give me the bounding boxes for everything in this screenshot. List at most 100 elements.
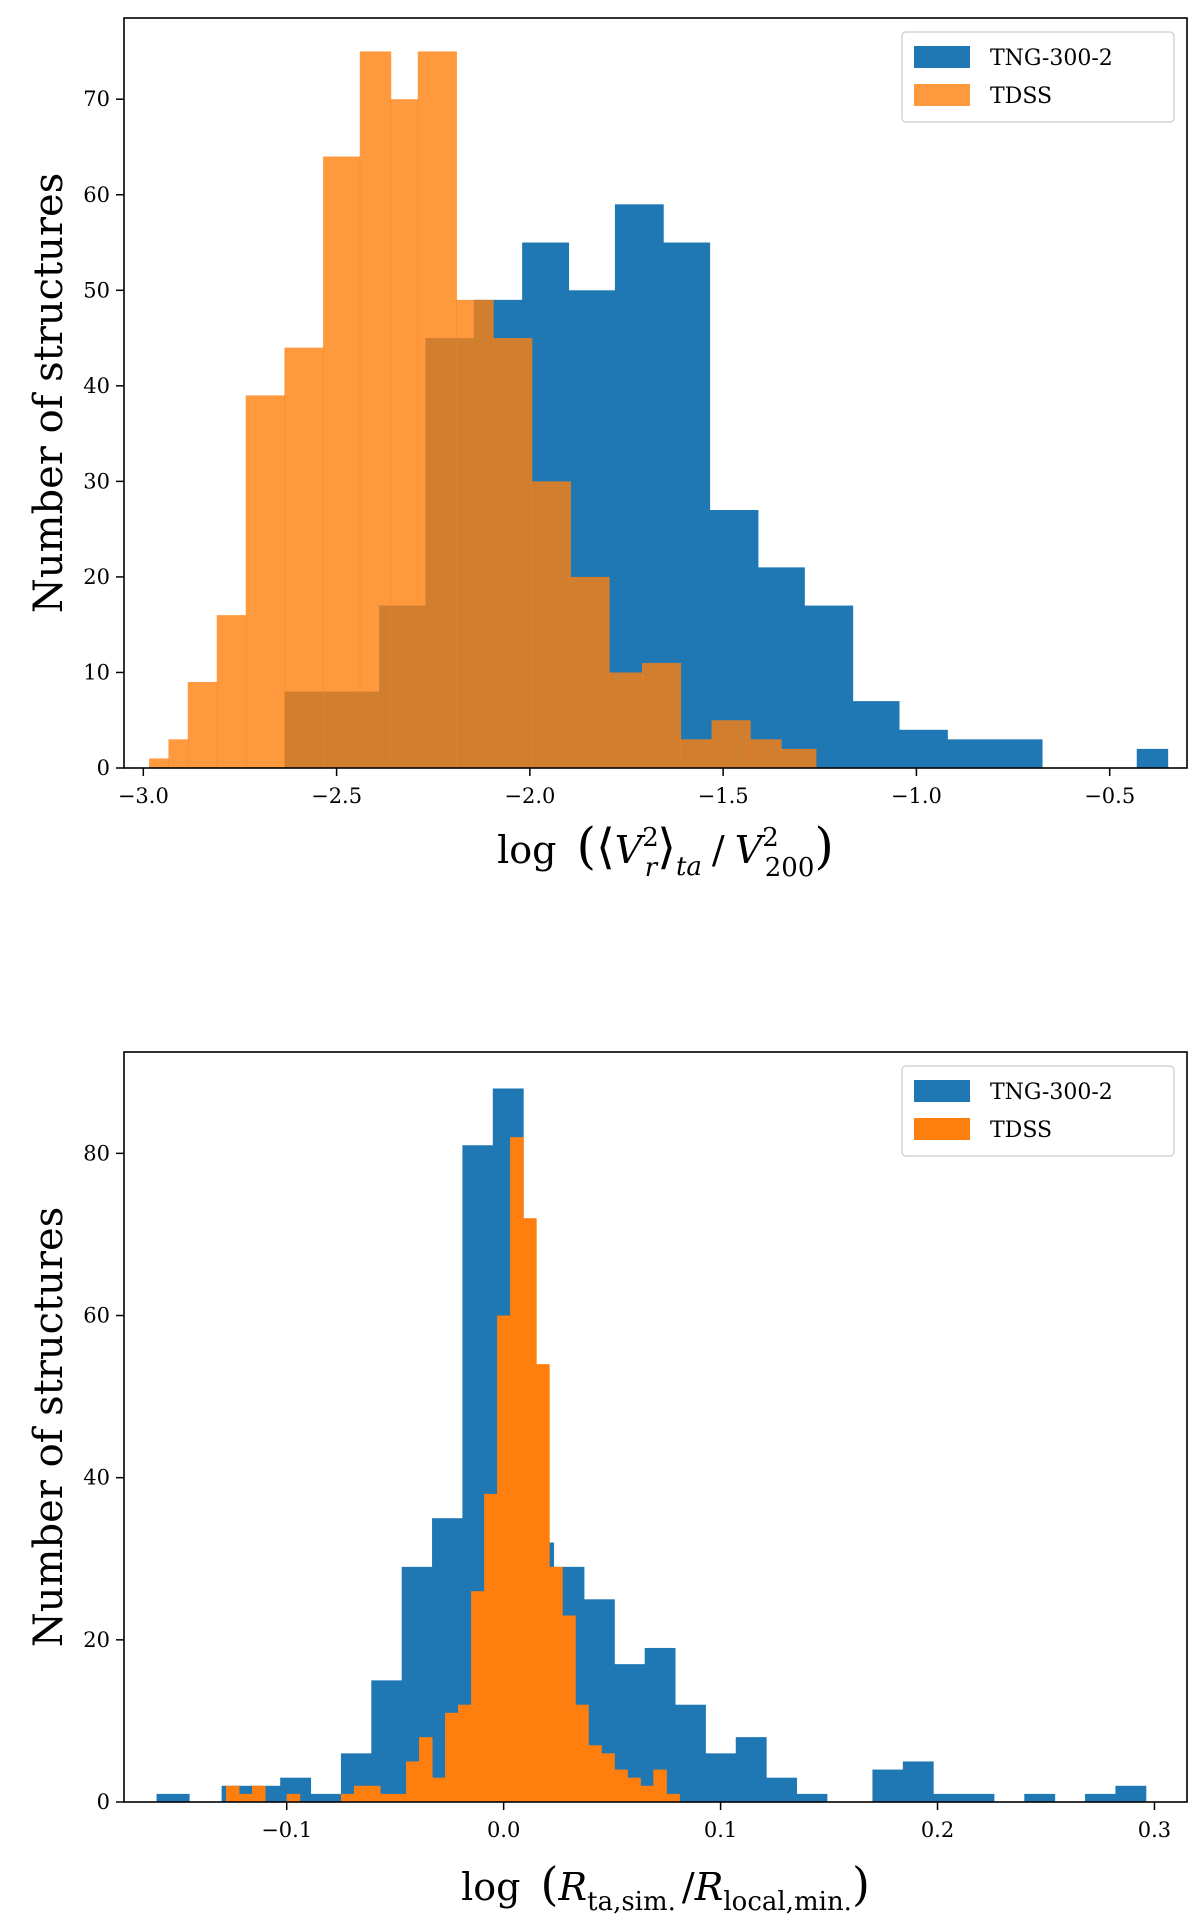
tng-bar-11 [852,701,900,768]
tng-bar-27 [1115,1785,1147,1802]
tdss-bar-4 [340,1793,355,1802]
legend-swatch-tdss [914,1118,970,1140]
histogram-panel-top: −3.0 −2.5 −2.0 −1.5 −1.0 −0.5 0 10 20 30 40 50 60 70… [26,17,1188,883]
legend-label-tng: TNG-300-2 [990,46,1113,71]
tdss-bar-1 [168,739,189,768]
y-tick-label: 20 [83,565,110,589]
tng-bar-4 [310,1793,342,1802]
tdss-bar-10 [456,299,494,768]
legend-label-tng: TNG-300-2 [990,1080,1113,1105]
tng-bars [156,1088,1147,1802]
tdss-bars [225,1137,680,1802]
tng-bar-26 [1085,1793,1116,1802]
tdss-bar-23 [588,1745,602,1802]
legend-swatch-tng [914,1080,970,1102]
tng-bar-19 [766,1777,798,1802]
tdss-bar-14 [471,1591,485,1802]
tdss-bar-13 [570,576,610,768]
tdss-bar-9 [417,51,457,768]
tdss-bar-4 [245,395,285,768]
tdss-bar-14 [609,672,643,768]
y-tick-label: 10 [83,660,110,684]
tdss-bar-10 [419,1737,433,1802]
tng-bar-20 [796,1793,828,1802]
x-tick-label: −0.1 [261,1818,312,1842]
tng-bar-22 [902,1761,934,1802]
x-tick-label: 0.3 [1138,1818,1171,1842]
tng-bar-12 [899,729,948,768]
tdss-bar-29 [666,1793,680,1802]
tdss-bar-18 [750,739,782,768]
y-tick-label: 20 [83,1628,110,1652]
x-axis-label: log (⟨V2 r⟩ta / V2 200) [497,817,834,883]
y-axis-ticks: 0 20 40 60 80 [83,1141,124,1814]
plot-frame [123,1051,1188,1803]
tdss-bar-7 [359,51,392,768]
tdss-bar-19 [536,1364,550,1802]
tdss-bar-17 [510,1137,524,1802]
tdss-bar-22 [575,1704,589,1802]
tdss-bar-8 [390,99,419,768]
y-tick-label: 80 [83,1141,110,1165]
x-tick-label: −1.0 [891,784,942,808]
tng-bar-9 [757,567,805,768]
x-tick-label: 0.0 [487,1818,520,1842]
tdss-bar-13 [458,1704,472,1802]
tdss-bar-27 [640,1785,654,1802]
tdss-bar-6 [366,1785,381,1802]
x-axis-ticks: −0.1 0.0 0.1 0.2 0.3 [261,1802,1171,1842]
tdss-bar-11 [493,338,533,768]
tdss-bar-12 [531,481,571,768]
tdss-bar-17 [711,720,751,768]
y-tick-label: 50 [83,278,110,302]
y-tick-label: 60 [83,183,110,207]
tng-bar-10 [804,605,854,768]
tdss-bar-6 [323,156,361,768]
tdss-bar-15 [641,662,682,768]
tng-bar-13 [947,739,1043,768]
legend: TNG-300-2 TDSS [901,31,1175,123]
y-tick-label: 30 [83,469,110,493]
tdss-bar-5 [284,347,324,768]
tng-bar-14 [1136,748,1169,768]
tdss-bar-0 [149,758,169,768]
tdss-bar-26 [627,1777,641,1802]
y-tick-label: 60 [83,1304,110,1328]
tdss-bar-21 [562,1615,576,1802]
y-axis-ticks: 0 10 20 30 40 50 60 70 [83,87,124,780]
legend-swatch-tdss [914,84,970,106]
tdss-bar-18 [523,1218,537,1802]
tdss-bar-12 [445,1712,459,1802]
tng-bar-17 [705,1753,737,1802]
tng-bar-23 [933,1793,965,1802]
tdss-bar-15 [484,1493,498,1802]
y-tick-label: 40 [83,1466,110,1490]
tng-bar-24 [963,1793,995,1802]
tng-bar-6 [371,1680,403,1802]
y-axis-label: Number of structures [26,173,72,613]
tdss-bars [149,51,817,768]
tdss-bar-11 [432,1777,446,1802]
x-tick-label: −1.5 [698,784,749,808]
tdss-bar-1 [238,1793,253,1802]
plot-frame [123,17,1188,769]
tdss-bar-3 [216,615,247,768]
y-axis-label: Number of structures [26,1207,72,1647]
tdss-bar-16 [497,1315,511,1802]
tdss-bar-3 [286,1793,301,1802]
legend-swatch-tng [914,46,970,68]
tng-bar-25 [1024,1793,1056,1802]
tdss-bar-9 [406,1761,420,1802]
x-axis-ticks: −3.0 −2.5 −2.0 −1.5 −1.0 −0.5 [118,768,1135,808]
histogram-panel-bottom: −0.1 0.0 0.1 0.2 0.3 0 20 40 60 80 Number of str… [26,1051,1188,1917]
tdss-bar-2 [187,682,218,768]
y-tick-label: 0 [97,1790,110,1814]
tdss-bar-28 [653,1769,667,1802]
tdss-bar-24 [601,1753,615,1802]
tng-bar-21 [872,1769,904,1802]
tdss-bar-0 [225,1785,240,1802]
y-tick-label: 0 [97,756,110,780]
x-tick-label: 0.2 [921,1818,954,1842]
tdss-bar-20 [549,1566,563,1802]
